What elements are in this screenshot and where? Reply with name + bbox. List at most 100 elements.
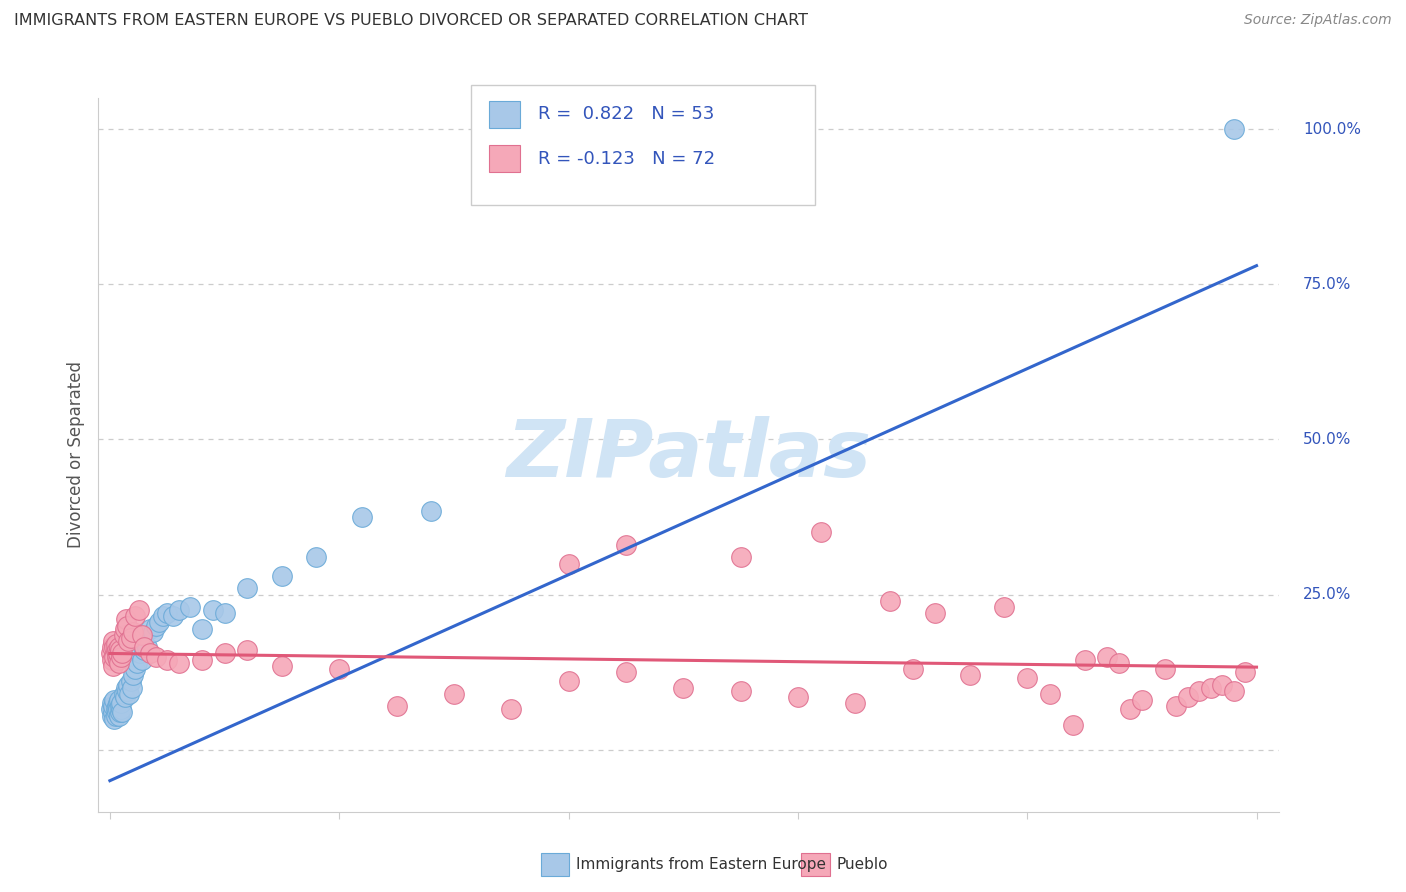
- Point: [101, 640, 124, 655]
- Point: [901, 662, 924, 676]
- Point: [110, 649, 132, 664]
- Point: [108, 643, 131, 657]
- Point: [101, 696, 124, 710]
- Point: [270, 569, 292, 583]
- Point: [190, 653, 212, 667]
- Point: [167, 603, 190, 617]
- Point: [730, 683, 752, 698]
- Point: [120, 631, 142, 645]
- Point: [108, 693, 131, 707]
- Point: [385, 699, 408, 714]
- Point: [107, 647, 129, 661]
- Point: [236, 582, 259, 596]
- Point: [134, 643, 156, 657]
- Point: [105, 706, 128, 720]
- Point: [142, 624, 165, 639]
- Point: [115, 683, 138, 698]
- Point: [105, 649, 128, 664]
- Point: [118, 687, 141, 701]
- Point: [108, 699, 131, 714]
- Point: [924, 606, 946, 620]
- Point: [614, 538, 637, 552]
- Point: [156, 606, 179, 620]
- Point: [1119, 702, 1142, 716]
- Point: [305, 550, 328, 565]
- Point: [103, 649, 125, 664]
- Point: [121, 624, 143, 639]
- Text: 75.0%: 75.0%: [1303, 277, 1351, 292]
- Point: [115, 618, 138, 632]
- Point: [179, 599, 201, 614]
- Point: [101, 653, 124, 667]
- Point: [112, 687, 135, 701]
- Point: [103, 706, 125, 720]
- Point: [1153, 662, 1175, 676]
- Point: [101, 708, 124, 723]
- Point: [139, 647, 162, 661]
- Point: [352, 510, 374, 524]
- Point: [328, 662, 350, 676]
- Point: [443, 687, 465, 701]
- Point: [105, 699, 128, 714]
- Point: [121, 668, 143, 682]
- Point: [135, 640, 157, 655]
- Point: [1097, 649, 1119, 664]
- Point: [108, 656, 131, 670]
- Point: [1166, 699, 1188, 714]
- Point: [236, 643, 259, 657]
- Point: [121, 681, 143, 695]
- Point: [108, 640, 131, 655]
- Point: [115, 681, 138, 695]
- Point: [730, 550, 752, 565]
- Point: [107, 702, 129, 716]
- Point: [786, 690, 808, 704]
- Point: [162, 609, 184, 624]
- Point: [1177, 690, 1199, 704]
- Point: [139, 622, 162, 636]
- Point: [270, 659, 292, 673]
- Point: [672, 681, 695, 695]
- Point: [214, 647, 236, 661]
- Point: [107, 653, 129, 667]
- Point: [104, 643, 127, 657]
- Point: [103, 634, 125, 648]
- Point: [103, 659, 125, 673]
- Point: [100, 702, 122, 716]
- Point: [190, 622, 212, 636]
- Point: [167, 656, 190, 670]
- Point: [110, 702, 132, 716]
- Point: [103, 693, 125, 707]
- Point: [202, 603, 225, 617]
- Point: [104, 702, 127, 716]
- Point: [100, 647, 122, 661]
- Point: [127, 656, 149, 670]
- Point: [108, 708, 131, 723]
- Point: [614, 665, 637, 679]
- Point: [128, 647, 150, 661]
- Point: [112, 628, 135, 642]
- Point: [152, 609, 174, 624]
- Point: [879, 593, 901, 607]
- Point: [111, 647, 134, 661]
- Point: [131, 653, 153, 667]
- Point: [107, 696, 129, 710]
- Text: 50.0%: 50.0%: [1303, 432, 1351, 447]
- Point: [959, 668, 981, 682]
- Point: [557, 557, 579, 571]
- Point: [1017, 671, 1039, 685]
- Point: [114, 622, 136, 636]
- Point: [103, 712, 125, 726]
- Point: [501, 702, 523, 716]
- Point: [115, 612, 138, 626]
- Point: [148, 615, 170, 630]
- Text: R =  0.822   N = 53: R = 0.822 N = 53: [538, 105, 714, 123]
- Point: [156, 653, 179, 667]
- Point: [134, 640, 156, 655]
- Text: 25.0%: 25.0%: [1303, 587, 1351, 602]
- Point: [1073, 653, 1095, 667]
- Text: Immigrants from Eastern Europe: Immigrants from Eastern Europe: [576, 857, 827, 871]
- Point: [124, 609, 146, 624]
- Text: Pueblo: Pueblo: [837, 857, 889, 871]
- Point: [993, 599, 1015, 614]
- Point: [114, 690, 136, 704]
